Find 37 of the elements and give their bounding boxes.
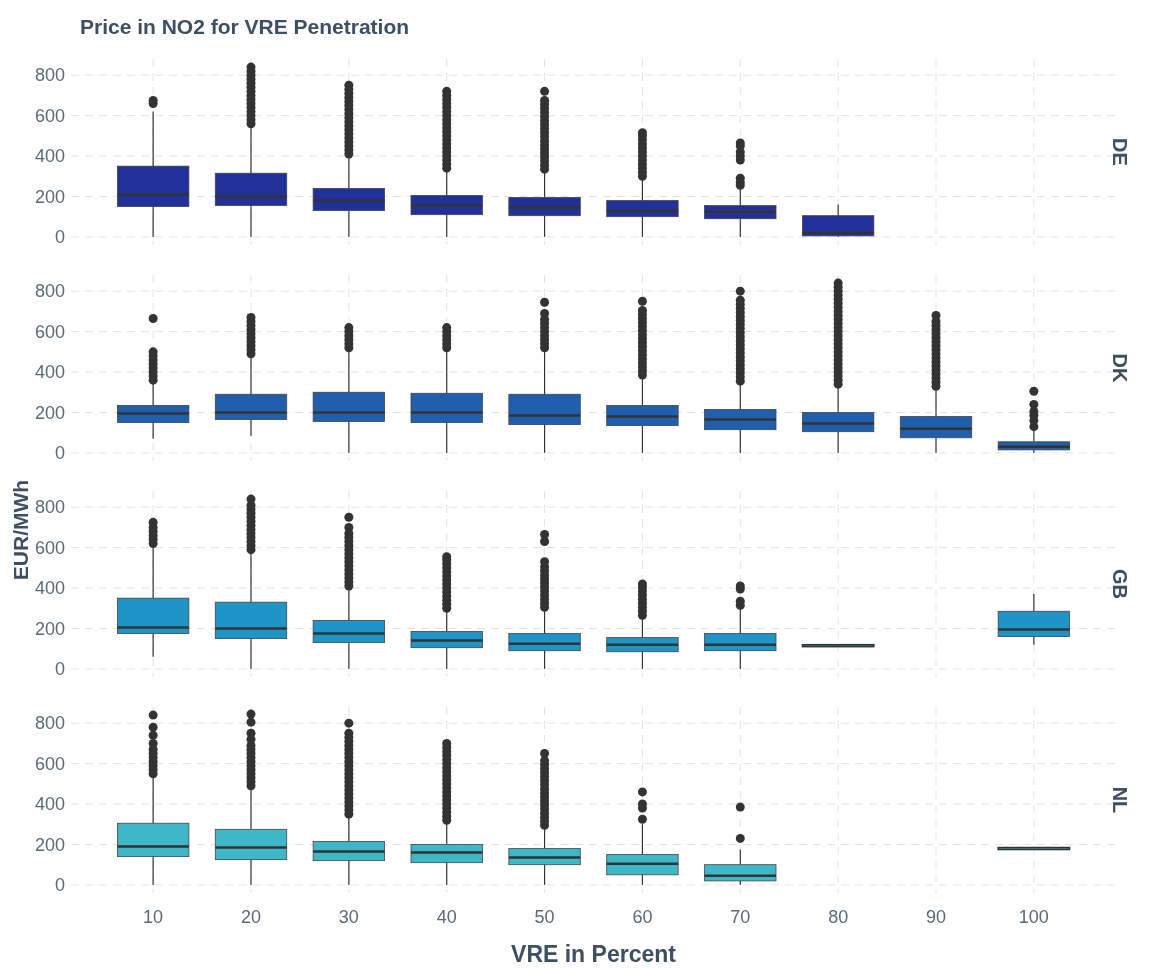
y-tick-label: 0 xyxy=(54,659,65,680)
y-tick-label: 200 xyxy=(34,834,65,855)
x-tick-label: 20 xyxy=(240,907,262,927)
y-tick-label: 800 xyxy=(34,65,65,86)
x-tick-label: 50 xyxy=(534,907,555,927)
x-tick-label: 100 xyxy=(1018,907,1049,927)
y-tick-label: 800 xyxy=(34,281,65,302)
y-tick-label: 0 xyxy=(54,443,65,464)
chart-title: Price in NO2 for VRE Penetration xyxy=(80,15,410,38)
x-tick-label: 90 xyxy=(925,907,947,927)
y-axis-title: EUR/MWh xyxy=(9,479,32,581)
x-tick-label: 10 xyxy=(143,907,164,927)
x-tick-label: 40 xyxy=(436,907,457,927)
y-tick-label: 200 xyxy=(34,186,65,207)
y-tick-label: 400 xyxy=(34,794,65,815)
y-tick-label: 400 xyxy=(34,146,65,167)
y-tick-label: 600 xyxy=(34,105,65,126)
text: GB xyxy=(1109,569,1131,599)
x-tick-label: 80 xyxy=(828,907,849,927)
y-tick-label: 0 xyxy=(54,227,65,248)
x-tick-label: 60 xyxy=(632,907,653,927)
y-tick-label: 200 xyxy=(34,618,65,639)
y-tick-label: 600 xyxy=(34,321,65,342)
text: NL xyxy=(1109,786,1131,814)
y-tick-label: 800 xyxy=(34,497,65,518)
x-tick-label: 30 xyxy=(338,907,359,927)
y-tick-label: 200 xyxy=(34,402,65,423)
y-tick-label: 400 xyxy=(34,362,65,383)
y-tick-label: 600 xyxy=(34,537,65,558)
text: DE xyxy=(1109,138,1131,166)
text: DK xyxy=(1109,353,1131,383)
y-tick-label: 0 xyxy=(54,875,65,896)
x-tick-label: 70 xyxy=(730,907,751,927)
x-axis-title: VRE in Percent xyxy=(511,941,677,967)
y-tick-label: 800 xyxy=(34,713,65,734)
y-tick-label: 400 xyxy=(34,578,65,599)
y-tick-label: 600 xyxy=(34,753,65,774)
